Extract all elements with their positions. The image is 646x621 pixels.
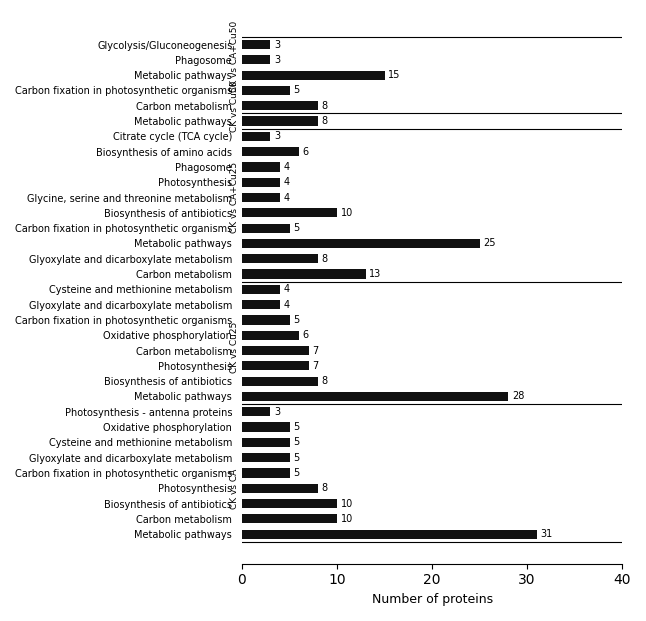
- Bar: [242, 147, 299, 156]
- Bar: [242, 239, 479, 248]
- Bar: [242, 346, 309, 355]
- Bar: [242, 224, 289, 233]
- Text: 5: 5: [293, 86, 300, 96]
- Text: 8: 8: [322, 116, 328, 126]
- Bar: [242, 55, 271, 65]
- Text: 5: 5: [293, 468, 300, 478]
- Text: 5: 5: [293, 422, 300, 432]
- Bar: [242, 117, 318, 125]
- Text: 7: 7: [312, 345, 318, 356]
- Text: 4: 4: [284, 193, 290, 202]
- Text: 10: 10: [341, 514, 353, 524]
- Text: 6: 6: [303, 330, 309, 340]
- Text: 3: 3: [275, 55, 280, 65]
- Bar: [242, 514, 337, 524]
- Text: 25: 25: [483, 238, 496, 248]
- Bar: [242, 132, 271, 141]
- Bar: [242, 422, 289, 432]
- Text: 6: 6: [303, 147, 309, 156]
- Text: 15: 15: [388, 70, 401, 80]
- Text: CK vs CA: CK vs CA: [230, 469, 239, 509]
- Text: 5: 5: [293, 223, 300, 233]
- X-axis label: Number of proteins: Number of proteins: [371, 593, 493, 606]
- Bar: [242, 193, 280, 202]
- Bar: [242, 376, 318, 386]
- Bar: [242, 71, 384, 79]
- Text: CK vs CA+Cu25: CK vs CA+Cu25: [230, 162, 239, 233]
- Text: 7: 7: [312, 361, 318, 371]
- Bar: [242, 40, 271, 49]
- Text: 8: 8: [322, 376, 328, 386]
- Bar: [242, 530, 537, 539]
- Bar: [242, 208, 337, 217]
- Bar: [242, 330, 299, 340]
- Text: 28: 28: [512, 391, 525, 401]
- Text: 8: 8: [322, 254, 328, 264]
- Bar: [242, 300, 280, 309]
- Text: 4: 4: [284, 300, 290, 310]
- Bar: [242, 468, 289, 478]
- Bar: [242, 101, 318, 111]
- Text: 13: 13: [370, 269, 382, 279]
- Bar: [242, 270, 366, 279]
- Bar: [242, 361, 309, 371]
- Text: 8: 8: [322, 101, 328, 111]
- Text: 3: 3: [275, 407, 280, 417]
- Bar: [242, 392, 508, 401]
- Text: 3: 3: [275, 40, 280, 50]
- Text: 31: 31: [541, 529, 553, 539]
- Bar: [242, 499, 337, 508]
- Text: 5: 5: [293, 453, 300, 463]
- Text: 5: 5: [293, 315, 300, 325]
- Bar: [242, 407, 271, 416]
- Text: 8: 8: [322, 483, 328, 493]
- Bar: [242, 178, 280, 187]
- Text: 5: 5: [293, 437, 300, 447]
- Text: 4: 4: [284, 284, 290, 294]
- Text: 4: 4: [284, 177, 290, 188]
- Text: 4: 4: [284, 162, 290, 172]
- Text: CK vs CA+Cu50: CK vs CA+Cu50: [230, 21, 239, 92]
- Bar: [242, 484, 318, 493]
- Bar: [242, 453, 289, 462]
- Bar: [242, 438, 289, 447]
- Bar: [242, 86, 289, 95]
- Text: 3: 3: [275, 132, 280, 142]
- Bar: [242, 254, 318, 263]
- Text: 10: 10: [341, 499, 353, 509]
- Text: CK vs Cu50: CK vs Cu50: [230, 81, 239, 132]
- Text: CK vs Cu25: CK vs Cu25: [230, 322, 239, 373]
- Text: 10: 10: [341, 208, 353, 218]
- Bar: [242, 315, 289, 325]
- Bar: [242, 162, 280, 171]
- Bar: [242, 285, 280, 294]
